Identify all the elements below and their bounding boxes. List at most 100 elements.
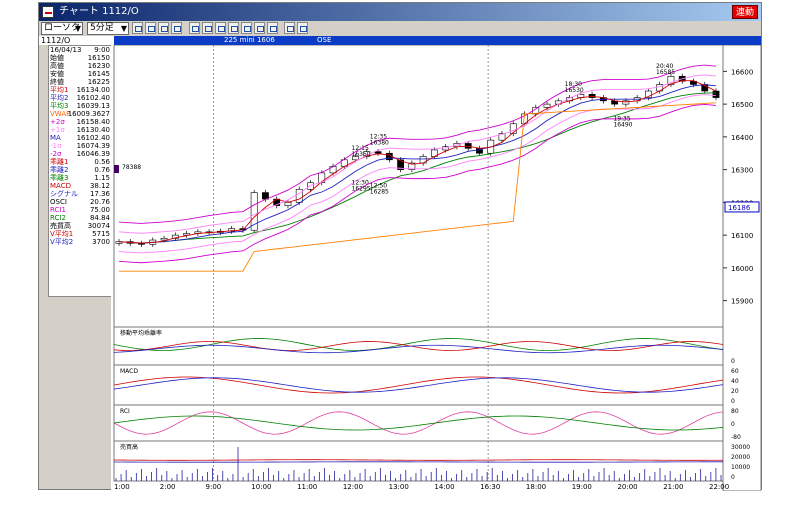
indicator-row: 終値 16225	[49, 78, 111, 86]
deviation-line-3	[113, 344, 724, 354]
annotation-time: 12:50	[370, 183, 387, 190]
candle-body	[543, 103, 551, 108]
panel-tick-label: 80	[731, 408, 739, 415]
candle-body	[295, 188, 303, 203]
crosshair-icon[interactable]	[215, 22, 226, 34]
candle-body	[171, 234, 179, 239]
time-tick-label: 14:00	[434, 483, 454, 491]
time-tick-label: 19:00	[572, 483, 592, 491]
indicator-row: 平均3 16039.13	[49, 102, 111, 110]
price-tick-label: 16300	[731, 167, 753, 175]
title-bar[interactable]: チャート 1112/O 連動	[39, 3, 761, 21]
indicator-row: 16/04/13 9:00	[49, 46, 111, 54]
indicator-value: 16150	[87, 54, 110, 62]
indicator-value: 20.76	[89, 198, 110, 206]
indicator-label: 乖離3	[50, 174, 69, 182]
chart-app-icon	[42, 6, 54, 18]
candle-mode-icon[interactable]	[132, 22, 143, 34]
candle-body	[588, 93, 596, 98]
macd-signal-line	[113, 377, 724, 393]
indicator-label: 乖離2	[50, 166, 69, 174]
settings-icon[interactable]	[284, 22, 295, 34]
candle-body	[667, 75, 675, 85]
candle-body	[250, 192, 258, 231]
indicator-row: MA 16102.40	[49, 134, 111, 142]
annotation-time: 19:35	[613, 116, 630, 123]
ma2-line	[118, 84, 717, 244]
indicator-row: V平均1 5715	[49, 230, 111, 238]
eraser-icon[interactable]	[267, 22, 278, 34]
indicator-label: MACD	[50, 182, 71, 190]
contract-name: 225 mini 1606	[224, 36, 275, 44]
annotation-time: 12:30	[352, 179, 369, 186]
print-icon[interactable]	[297, 22, 308, 34]
indicator-value: 16130.40	[76, 126, 110, 134]
interval-select[interactable]: 5分足 ▼	[87, 22, 129, 35]
indicator-row: V平均2 3700	[49, 238, 111, 246]
cursor-icon[interactable]	[254, 22, 265, 34]
chart-type-select[interactable]: ローソク ▼	[41, 22, 83, 35]
pen-icon[interactable]	[241, 22, 252, 34]
table-icon[interactable]	[171, 22, 182, 34]
indicator-label: OSCI	[50, 198, 67, 206]
time-tick-label: 11:00	[297, 483, 317, 491]
window-title: チャート 1112/O	[59, 6, 139, 17]
chart-area[interactable]: 1660016500164001630016200161001600015900…	[111, 44, 762, 492]
link-button[interactable]: 連動	[731, 5, 758, 19]
volume-ma1-line	[113, 459, 724, 461]
time-tick-label: 22:00	[709, 483, 729, 491]
price-tick-label: 15900	[731, 298, 753, 306]
indicator-value: 0.56	[94, 158, 110, 166]
indicator-value: 0.76	[94, 166, 110, 174]
indicator-row: RCI1 75.00	[49, 206, 111, 214]
indicator-value: 16102.40	[76, 94, 110, 102]
indicator-row: RCI2 84.84	[49, 214, 111, 222]
indicator-values-panel: 16/04/13 9:00 始値 16150 高値 16230 安値 16145 終値 16225…	[48, 45, 112, 297]
current-price-box	[724, 201, 760, 213]
candle-body	[329, 166, 337, 174]
annotation-price: 16490	[613, 122, 632, 129]
rci1-line	[113, 411, 724, 435]
chart-svg[interactable]: 1660016500164001630016200161001600015900…	[111, 44, 762, 492]
indicator-value: 1.15	[94, 174, 110, 182]
zoom-out-icon[interactable]	[189, 22, 200, 34]
chevron-down-icon: ▼	[120, 24, 127, 33]
indicator-label: RCI1	[50, 206, 66, 214]
annotation-time: 12:35	[370, 134, 387, 141]
zoom-in-icon[interactable]	[202, 22, 213, 34]
indicator-row: 平均1 16134.00	[49, 86, 111, 94]
panel-frame	[113, 44, 724, 328]
bar-mode-icon[interactable]	[145, 22, 156, 34]
annotation-time: 18:30	[565, 81, 582, 88]
indicator-value: 16046.39	[76, 150, 110, 158]
indicator-label: シグナル	[50, 190, 78, 198]
line-mode-icon[interactable]	[158, 22, 169, 34]
chevron-down-icon: ▼	[74, 24, 81, 33]
annotation-price: 16350	[352, 151, 371, 158]
search-icon[interactable]	[228, 22, 239, 34]
annotation-price: 16285	[370, 189, 389, 196]
interval-value: 5分足	[90, 23, 114, 33]
indicator-row: 乖離2 0.76	[49, 166, 111, 174]
chart-window: チャート 1112/O 連動 ローソク ▼ 5分足 ▼ 1112/O 225 m…	[38, 2, 762, 492]
indicator-value: 16230	[87, 62, 110, 70]
candle-body	[622, 100, 630, 105]
current-price-label: 16186	[728, 204, 751, 212]
indicator-value: 5715	[92, 230, 110, 238]
indicator-row: 平均2 16102.40	[49, 94, 111, 102]
indicator-value: 16158.40	[76, 118, 110, 126]
indicator-label: 乖離1	[50, 158, 69, 166]
time-tick-label: 9:00	[206, 483, 222, 491]
indicator-value: 30074	[87, 222, 110, 230]
deviation-line-2	[113, 341, 724, 351]
indicator-label: RCI2	[50, 214, 66, 222]
price-tick-label: 16400	[731, 134, 753, 142]
indicator-row: -2σ 16046.39	[49, 150, 111, 158]
panel-tick-label: 10000	[731, 464, 750, 471]
indicator-row: VWAP 16009.3627	[49, 110, 111, 118]
time-tick-label: 20:00	[617, 483, 637, 491]
indicator-value: 9:00	[94, 46, 110, 54]
price-tick-label: 16100	[731, 232, 753, 240]
indicator-row: OSCI 20.76	[49, 198, 111, 206]
panel-title: MACD	[120, 368, 138, 375]
